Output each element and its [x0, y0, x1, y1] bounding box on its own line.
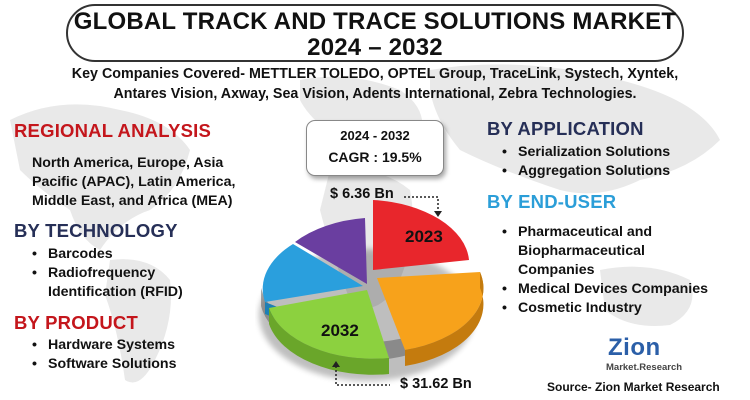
by-technology-heading: BY TECHNOLOGY [14, 220, 178, 241]
pie-slice-purple [295, 218, 367, 284]
zion-logo: Zion Market.Research [604, 334, 694, 376]
cagr-period: 2024 - 2032 [340, 128, 410, 143]
list-item: Hardware Systems [26, 336, 176, 355]
regional-analysis-heading: REGIONAL ANALYSIS [14, 120, 211, 141]
logo-name: Zion [608, 334, 661, 361]
pie-chart-graphic: 2023 2032 [259, 200, 484, 381]
key-companies-line-1: Key Companies Covered- METTLER TOLEDO, O… [71, 66, 679, 82]
technology-list: Barcodes Radiofrequency Identification (… [26, 245, 183, 302]
list-item: Barcodes [26, 245, 183, 264]
list-item-text: Companies [518, 262, 595, 278]
regional-analysis-text: North America, Europe, Asia Pacific (APA… [32, 154, 235, 211]
cagr-value: CAGR : 19.5% [328, 149, 422, 165]
pie-slice-green [269, 290, 389, 359]
end-value-leader-line [332, 361, 390, 386]
key-companies-line-2: Antares Vision, Axway, Sea Vision, Adent… [113, 86, 637, 102]
pie-slice-blue [262, 244, 363, 302]
cagr-box: 2024 - 2032 CAGR : 19.5% [306, 120, 444, 176]
page-title-years: 2024 – 2032 [307, 34, 443, 61]
list-item: Medical Devices Companies [496, 280, 708, 299]
list-item-text: Biopharmaceutical [518, 243, 645, 259]
list-item: Radiofrequency [26, 264, 183, 283]
list-item: Cosmetic Industry [496, 299, 708, 318]
logo-subtitle: Market.Research [606, 362, 683, 373]
by-application-heading: BY APPLICATION [487, 118, 644, 139]
source-credit: Source- Zion Market Research [547, 380, 720, 394]
end-market-value: $ 31.62 Bn [400, 376, 472, 392]
end-user-list: Pharmaceutical and Biopharmaceutical Com… [496, 223, 708, 318]
list-item-continuation: Biopharmaceutical [496, 242, 708, 261]
pie-year-end-label: 2032 [321, 321, 359, 340]
by-product-heading: BY PRODUCT [14, 312, 138, 333]
regional-line: Pacific (APAC), Latin America, [32, 174, 236, 190]
product-list: Hardware Systems Software Solutions [26, 336, 176, 374]
list-item-continuation: Companies [496, 261, 708, 280]
pie-year-start-label: 2023 [405, 227, 443, 246]
start-value-leader-line [404, 196, 442, 217]
regional-line: Middle East, and Africa (MEA) [32, 193, 233, 209]
list-item-text: Identification (RFID) [48, 284, 183, 300]
pie-slice-red [373, 200, 469, 270]
regional-line: North America, Europe, Asia [32, 155, 224, 171]
page-title: GLOBAL TRACK AND TRACE SOLUTIONS MARKET [73, 8, 677, 35]
list-item: Pharmaceutical and [496, 223, 708, 242]
list-item: Software Solutions [26, 355, 176, 374]
list-item: Aggregation Solutions [496, 162, 670, 181]
start-market-value: $ 6.36 Bn [330, 186, 394, 202]
pie-slice-orange [377, 272, 484, 350]
list-item: Serialization Solutions [496, 143, 670, 162]
list-item-continuation: Identification (RFID) [26, 283, 183, 302]
key-companies: Key Companies Covered- METTLER TOLEDO, O… [40, 64, 710, 104]
application-list: Serialization Solutions Aggregation Solu… [496, 143, 670, 181]
title-banner: GLOBAL TRACK AND TRACE SOLUTIONS MARKET … [66, 4, 684, 62]
by-end-user-heading: BY END-USER [487, 191, 617, 212]
